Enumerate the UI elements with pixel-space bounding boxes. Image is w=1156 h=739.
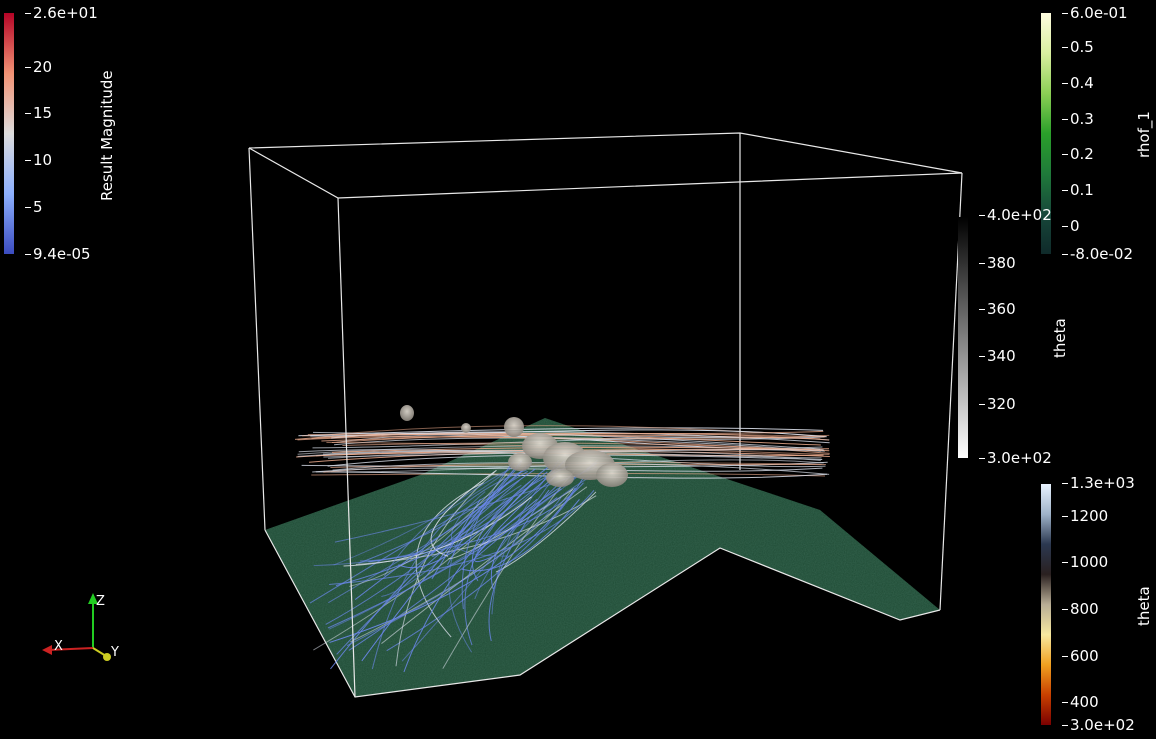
- streamline-lower: [474, 498, 538, 563]
- rm-tick-4: 5: [25, 198, 43, 216]
- thg-tick-3: 340: [979, 347, 1016, 365]
- rm-tick-1: 20: [24, 58, 53, 76]
- streamline-lower: [354, 468, 536, 600]
- streamline-lower: [325, 480, 520, 625]
- rhof-tick-0: 6.0e-01: [1062, 4, 1128, 22]
- theta-heat-title: theta: [1135, 586, 1153, 626]
- streamline-lower: [368, 482, 584, 563]
- y-axis-arrow: [103, 653, 111, 661]
- thg-tick-0: 4.0e+02: [979, 206, 1052, 224]
- x-axis-label: X: [54, 639, 63, 654]
- thh-tick-5: 400: [1062, 693, 1099, 711]
- cloud-isosurface: [400, 405, 628, 487]
- thh-tick-4: 600: [1062, 647, 1099, 665]
- thg-tick-1: 380: [979, 254, 1016, 272]
- streamline-lower: [448, 489, 573, 560]
- thh-tick-1: 1200: [1061, 507, 1109, 525]
- streamline-lower: [403, 476, 540, 673]
- streamline-lower: [491, 465, 557, 615]
- streamline-lower: [343, 496, 532, 567]
- rhof1-colorbar: [1041, 13, 1051, 254]
- streamline-lower: [401, 476, 555, 662]
- y-axis-label: Y: [110, 645, 119, 660]
- rhof-tick-6: 0: [1062, 217, 1080, 235]
- streamline-upper: [334, 437, 821, 452]
- thh-tick-6: 3.0e+02: [1062, 716, 1135, 734]
- thg-tick-2: 360: [979, 300, 1016, 318]
- theta-gray-colorbar: [958, 217, 968, 458]
- rm-tick-0: 2.6e+01: [25, 4, 98, 22]
- thh-tick-0: 1.3e+03: [1062, 474, 1135, 492]
- streamline-lower: [398, 498, 513, 569]
- streamline-lower: [448, 493, 495, 653]
- streamline-lower: [333, 464, 516, 566]
- streamline-lower: [474, 475, 592, 600]
- x-axis-arrow: [42, 645, 52, 655]
- rhof-tick-3: 0.3: [1062, 110, 1094, 128]
- streamline-lower: [488, 489, 550, 642]
- thh-tick-3: 800: [1062, 600, 1099, 618]
- thh-tick-2: 1000: [1061, 553, 1109, 571]
- streamline-lower: [383, 469, 509, 577]
- z-axis-label: Z: [96, 594, 105, 609]
- streamline-lower: [349, 473, 508, 587]
- streamline-lower: [430, 469, 497, 557]
- streamline-lower: [386, 476, 585, 652]
- rm-tick-2: 15: [24, 104, 53, 122]
- streamline-lower: [329, 489, 595, 586]
- streamline-upper: [316, 448, 829, 457]
- thg-tick-5: 3.0e+02: [979, 449, 1052, 467]
- orientation-axes: Z X Y: [42, 593, 119, 661]
- streamline-upper: [326, 441, 830, 456]
- streamline-lower: [395, 472, 495, 667]
- streamline-lower: [461, 461, 514, 610]
- terrain-surface: [264, 418, 941, 698]
- streamline-lower: [490, 488, 562, 590]
- rm-tick-5: 9.4e-05: [25, 245, 91, 263]
- streamline-lower: [381, 497, 508, 598]
- result-magnitude-colorbar: [4, 13, 14, 254]
- rhof-tick-1: 0.5: [1062, 38, 1094, 56]
- streamline-lower: [361, 460, 523, 662]
- z-axis-arrow: [88, 593, 98, 604]
- rm-tick-3: 10: [24, 151, 53, 169]
- streamline-lower: [330, 462, 532, 670]
- rhof1-title: rhof_1: [1135, 111, 1153, 158]
- streamline-lower: [359, 481, 531, 562]
- rhof-tick-7: -8.0e-02: [1062, 245, 1133, 263]
- theta-gray-title: theta: [1051, 318, 1069, 358]
- streamline-upper: [342, 442, 822, 451]
- thg-tick-4: 320: [979, 395, 1016, 413]
- x-axis-line: [47, 647, 94, 651]
- theta-heat-colorbar: [1041, 484, 1051, 725]
- streamline-lower: [346, 496, 562, 647]
- outline-box-back: [248, 132, 963, 531]
- rhof-tick-4: 0.2: [1062, 145, 1094, 163]
- streamline-upper: [302, 434, 830, 440]
- result-magnitude-title: Result Magnitude: [98, 70, 116, 201]
- streamline-lower: [329, 487, 576, 643]
- streamline-lower: [477, 475, 557, 554]
- streamline-upper: [298, 427, 824, 437]
- streamline-upper: [311, 430, 824, 440]
- rhof-tick-5: 0.1: [1062, 181, 1094, 199]
- rhof-tick-2: 0.4: [1062, 74, 1094, 92]
- streamline-lower: [327, 497, 558, 629]
- streamline-lower: [358, 469, 524, 564]
- streamline-lower: [431, 498, 481, 580]
- streamline-lower: [415, 482, 484, 638]
